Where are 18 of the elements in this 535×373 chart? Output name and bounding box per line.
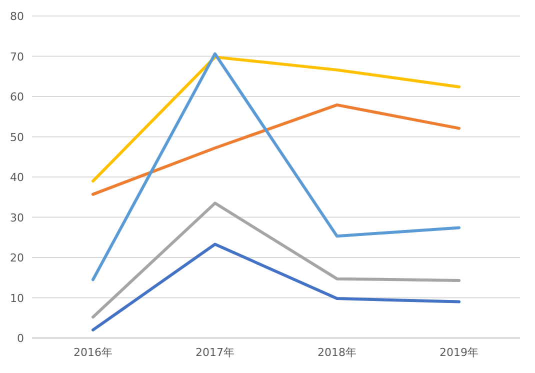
line-series <box>92 202 460 319</box>
y-tick-label: 30 <box>10 211 24 224</box>
x-tick-label: 2016年 <box>74 346 112 359</box>
y-tick-label: 70 <box>10 50 24 64</box>
line-series <box>92 52 460 282</box>
line-series <box>92 242 460 332</box>
y-tick-label: 60 <box>10 90 24 104</box>
y-tick-label: 40 <box>10 171 24 184</box>
x-tick-label: 2019年 <box>440 346 478 359</box>
line-series <box>92 103 460 196</box>
y-tick-label: 0 <box>17 332 24 345</box>
line-series <box>92 56 460 183</box>
y-tick-label: 50 <box>10 130 24 144</box>
y-tick-label: 20 <box>10 252 24 264</box>
y-tick-label: 80 <box>10 10 24 23</box>
y-tick-label: 10 <box>10 292 24 305</box>
x-tick-label: 2018年 <box>318 346 356 359</box>
x-tick-label: 2017年 <box>196 346 234 359</box>
